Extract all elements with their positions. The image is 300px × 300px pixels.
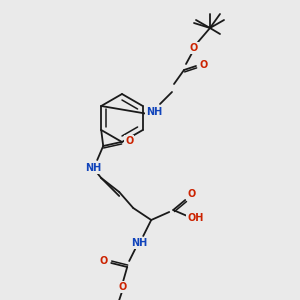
Text: O: O [190, 43, 198, 53]
Text: NH: NH [131, 238, 147, 248]
Text: O: O [99, 256, 107, 266]
Text: O: O [125, 136, 133, 146]
Text: OH: OH [187, 213, 203, 223]
Text: NH: NH [146, 107, 162, 117]
Text: O: O [118, 282, 126, 292]
Text: NH: NH [85, 163, 101, 173]
Text: O: O [200, 60, 208, 70]
Text: O: O [187, 189, 195, 199]
